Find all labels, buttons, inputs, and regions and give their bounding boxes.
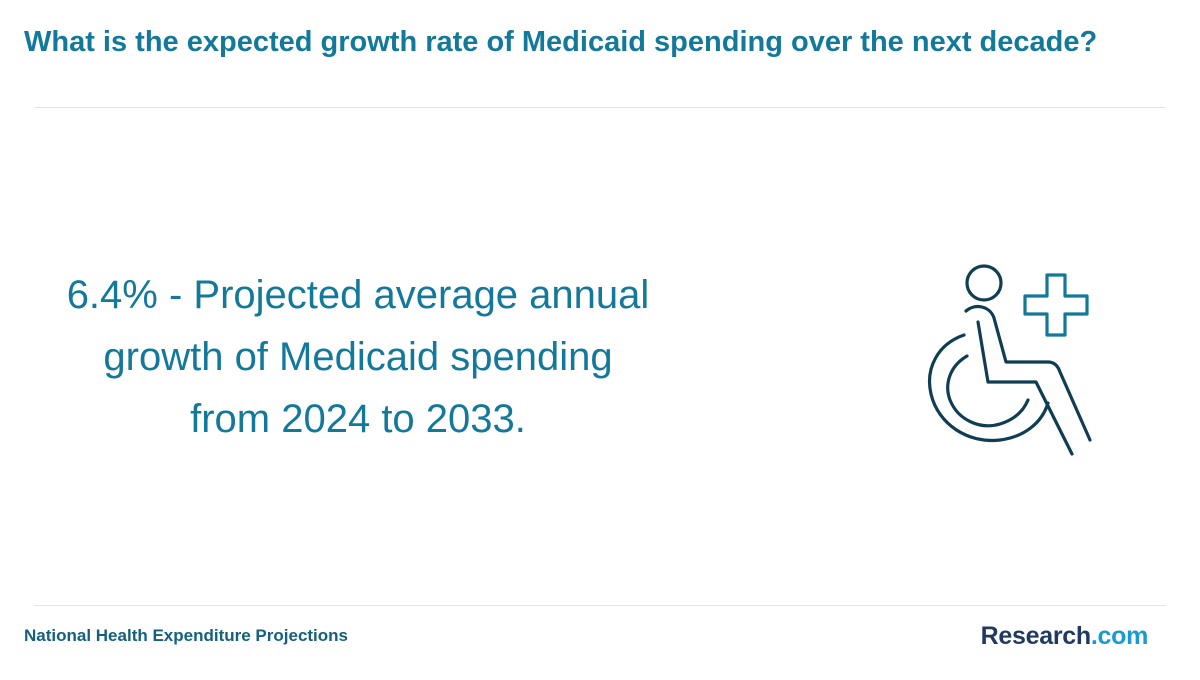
person-head-icon: [965, 264, 1003, 302]
person-body-icon: [964, 304, 1092, 442]
wheelchair-medical-cross-icon: [928, 264, 1092, 456]
bottom-divider: [34, 605, 1166, 606]
medical-cross-icon: [1023, 273, 1089, 337]
top-divider: [34, 107, 1166, 108]
wheelchair-wheel-icon: [928, 333, 1050, 443]
brand-logo: Research.com: [980, 620, 1149, 652]
brand-tld: .com: [1090, 622, 1148, 650]
page-title: What is the expected growth rate of Medi…: [24, 26, 1098, 58]
source-label: National Health Expenditure Projections: [24, 626, 349, 645]
stat-statement: 6.4% - Projected average annual growth o…: [66, 273, 650, 441]
brand-name: Research: [980, 622, 1091, 650]
